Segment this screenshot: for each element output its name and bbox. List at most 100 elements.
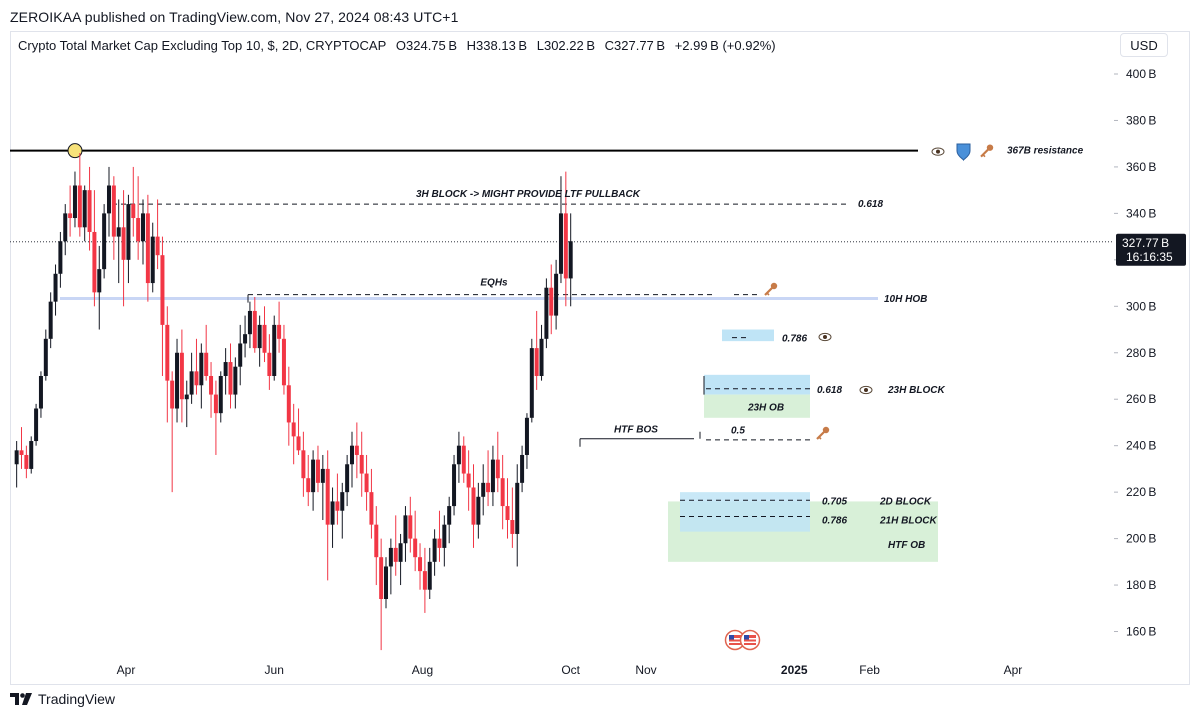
candle-body xyxy=(243,334,248,344)
zone-23h-ob xyxy=(704,394,810,418)
key-icon-shaft xyxy=(764,287,773,296)
eye-icon-pupil xyxy=(864,388,868,392)
candle-body xyxy=(204,352,209,376)
candle-body xyxy=(500,478,505,507)
candle-body xyxy=(291,422,296,437)
candle-body xyxy=(476,496,481,525)
key-icon xyxy=(986,144,994,151)
candle-body xyxy=(97,269,102,293)
candle-body xyxy=(48,301,53,339)
candle-body xyxy=(549,287,554,316)
key-icon-shaft xyxy=(980,148,989,158)
candle-body xyxy=(121,227,126,260)
candle-body xyxy=(184,394,189,400)
us-flag-stripe xyxy=(729,641,741,643)
candle-body xyxy=(471,487,476,525)
block23h-label: 23H BLOCK xyxy=(887,385,945,396)
y-tick-label: 400 B xyxy=(1126,67,1156,81)
candle-body xyxy=(505,506,510,521)
price-badge-value: 327.77 B xyxy=(1122,236,1169,250)
fib-786-upper-label: 0.786 xyxy=(782,334,807,345)
candle-body xyxy=(461,445,466,474)
resistance-label: 367B resistance xyxy=(1007,146,1084,157)
candle-body xyxy=(340,492,345,511)
candle-body xyxy=(447,506,452,525)
candle-body xyxy=(111,185,116,237)
candle-body xyxy=(364,473,369,493)
candle-body xyxy=(87,190,92,232)
candle-body xyxy=(165,324,170,381)
zone-2d-21h-block xyxy=(680,492,810,532)
htf-ob-label: HTF OB xyxy=(888,540,925,551)
candle-body xyxy=(568,241,573,279)
block2d-fib-label: 0.705 xyxy=(822,496,847,507)
price-badge xyxy=(1116,233,1186,266)
candle-body xyxy=(233,366,238,395)
candle-body xyxy=(427,561,432,590)
block3h-label: 3H BLOCK -> MIGHT PROVIDE LTF PULLBACK xyxy=(416,189,641,200)
candle-body xyxy=(554,273,559,316)
key-icon-tooth xyxy=(982,154,986,158)
us-flag-canton xyxy=(744,635,749,640)
candle-body xyxy=(29,441,34,469)
candle-body xyxy=(539,338,544,376)
candle-body xyxy=(106,185,111,214)
candle-body xyxy=(68,213,73,219)
candle-body xyxy=(209,375,214,395)
candle-body xyxy=(277,324,282,339)
y-tick-label: 280 B xyxy=(1126,346,1156,360)
shield-icon xyxy=(956,143,971,162)
candle-body xyxy=(63,213,68,242)
currency-button[interactable]: USD xyxy=(1120,33,1168,57)
eye-icon-pupil xyxy=(823,335,827,339)
candle-body xyxy=(495,459,500,479)
candle-body xyxy=(281,338,286,386)
candle-body xyxy=(257,324,262,349)
candle-body xyxy=(374,524,379,558)
candle-body xyxy=(398,543,403,562)
x-tick-label: Apr xyxy=(1004,663,1023,677)
candle-body xyxy=(408,515,413,539)
candle-body xyxy=(38,375,43,409)
candle-body xyxy=(354,445,359,455)
candle-body xyxy=(330,501,335,525)
candle-body xyxy=(286,385,291,423)
us-flag-stripes xyxy=(744,635,756,645)
x-tick-label: Jun xyxy=(265,663,284,677)
eye-icon-pupil xyxy=(936,149,940,154)
ob23h-label: 23H OB xyxy=(747,403,784,414)
block23h-fib-label: 0.618 xyxy=(817,385,842,396)
candle-body xyxy=(160,255,165,325)
candle-body xyxy=(481,482,486,497)
high-value: H338.13 B xyxy=(466,38,528,53)
candle-body xyxy=(296,436,301,451)
candle-body xyxy=(267,352,272,376)
tradingview-logo[interactable]: TradingView xyxy=(10,691,115,707)
candle-body xyxy=(247,310,252,335)
candle-body xyxy=(155,236,160,256)
candle-body xyxy=(194,371,199,386)
y-tick-label: 200 B xyxy=(1126,532,1156,546)
open-value: O324.75 B xyxy=(395,38,458,53)
candle-body xyxy=(19,450,24,455)
symbol-legend: Crypto Total Market Cap Excluding Top 10… xyxy=(18,38,782,53)
us-flag-stripes xyxy=(729,635,741,645)
us-flag-stripe xyxy=(744,638,756,640)
candle-body xyxy=(510,520,515,534)
y-tick-label: 220 B xyxy=(1126,485,1156,499)
candle-body xyxy=(311,459,316,493)
candle-body xyxy=(452,464,457,507)
block2d-label: 2D BLOCK xyxy=(879,496,932,507)
candle-body xyxy=(335,501,340,511)
candle-body xyxy=(345,464,350,493)
y-tick-label: 380 B xyxy=(1126,113,1156,127)
candle-body xyxy=(520,454,525,483)
candle-body xyxy=(126,204,131,260)
candle-body xyxy=(490,459,495,493)
candle-body xyxy=(14,450,19,465)
candle-body xyxy=(58,241,63,274)
candle-body xyxy=(131,204,136,219)
chart-frame xyxy=(10,31,1190,685)
candle-body xyxy=(213,394,218,414)
